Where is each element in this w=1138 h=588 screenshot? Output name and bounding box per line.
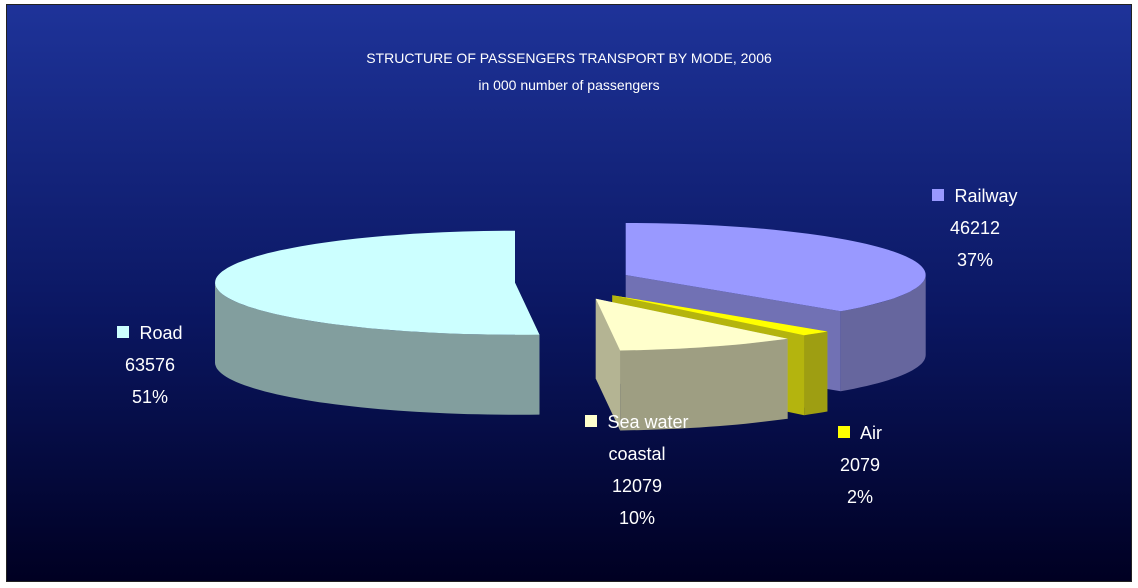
data-label: Sea water coastal 12079 10% — [572, 406, 702, 534]
slice — [625, 223, 926, 312]
data-label: Road 63576 51% — [85, 317, 215, 413]
label-text: Road — [139, 323, 183, 343]
legend-swatch — [117, 326, 130, 338]
data-label: Railway 46212 37% — [910, 180, 1040, 276]
slice-side — [804, 331, 828, 416]
slice — [215, 230, 540, 335]
legend-swatch — [838, 426, 850, 438]
slice-cut-face — [595, 298, 621, 431]
chart-background — [6, 4, 1132, 582]
label-text: 46212 — [949, 218, 1001, 238]
slice-side — [840, 275, 926, 392]
label-text: 37% — [956, 250, 994, 270]
label-text: Air — [860, 423, 882, 443]
chart-title: STRUCTURE OF PASSENGERS TRANSPORT BY MOD… — [366, 50, 772, 66]
label-text: 51% — [131, 387, 169, 407]
label-text: 12079 — [611, 476, 663, 496]
chart-subtitle: in 000 number of passengers — [478, 77, 660, 93]
label-text: 2079 — [839, 455, 881, 475]
label-text: 10% — [618, 508, 656, 528]
slice-side — [620, 338, 788, 431]
slice — [612, 295, 828, 336]
legend-swatch — [585, 415, 598, 427]
label-text: 63576 — [124, 355, 176, 375]
label-text: Railway — [954, 186, 1018, 206]
slice — [595, 298, 788, 351]
slice-side — [215, 282, 540, 415]
label-text: 2% — [846, 487, 873, 507]
legend-swatch — [932, 189, 945, 201]
label-text: Sea water coastal — [607, 412, 689, 464]
data-label: Air 2079 2% — [795, 417, 925, 513]
